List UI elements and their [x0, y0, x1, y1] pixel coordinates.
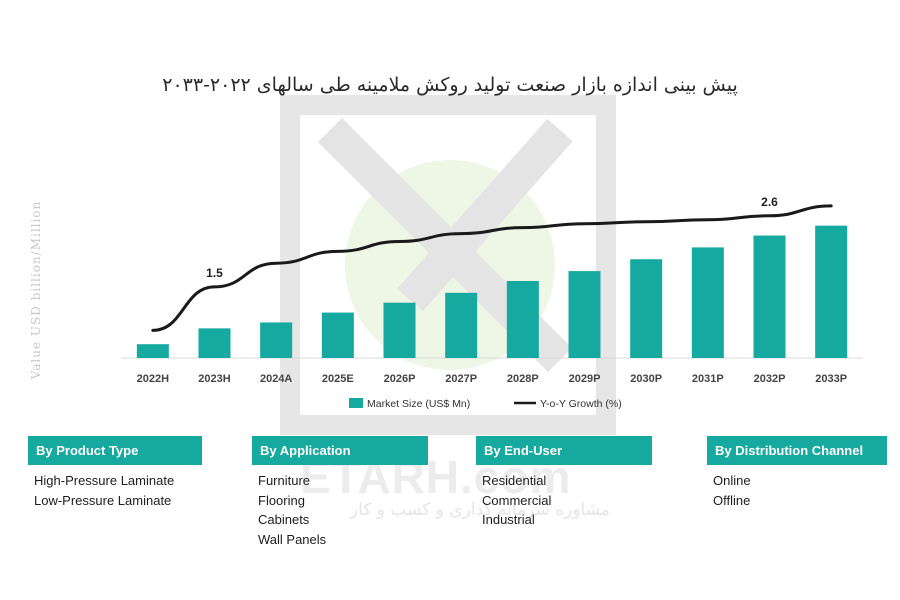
x-tick-label: 2031P	[692, 373, 724, 385]
x-tick-label: 2025E	[322, 373, 354, 385]
legend-label-bar: Market Size (US$ Mn)	[367, 398, 470, 410]
segment-item: Residential	[482, 473, 547, 488]
bar-2025E	[321, 312, 354, 358]
segment-item: Industrial	[482, 512, 535, 527]
bar-2028P	[506, 280, 539, 358]
x-tick-label: 2030P	[630, 373, 662, 385]
segment-header: By Distribution Channel	[707, 436, 887, 465]
segment-end-user: By End-User Residential Commercial Indus…	[476, 436, 652, 530]
bar-2022H	[136, 344, 169, 358]
x-tick-label: 2022H	[137, 373, 169, 385]
bar-2027P	[445, 292, 478, 358]
bar-2032P	[753, 235, 786, 358]
legend-swatch-bar	[349, 398, 363, 408]
segment-product-type: By Product Type High-Pressure Laminate L…	[28, 436, 202, 510]
bar-2033P	[815, 225, 848, 358]
x-tick-label: 2027P	[445, 373, 477, 385]
x-tick-label: 2023H	[198, 373, 230, 385]
legend-label-line: Y-o-Y Growth (%)	[540, 398, 622, 410]
growth-line	[151, 204, 833, 332]
data-label: 1.5	[206, 266, 223, 280]
bar-2029P	[568, 271, 601, 358]
segment-item: Online	[713, 473, 751, 488]
segment-item: Cabinets	[258, 512, 310, 527]
bar-2024A	[260, 322, 293, 358]
x-tick-label: 2024A	[260, 373, 292, 385]
x-tick-label: 2033P	[815, 373, 847, 385]
segment-item: Offline	[713, 492, 751, 508]
chart-title: پیش بینی اندازه بازار صنعت تولید روکش مل…	[162, 74, 738, 96]
segment-header: By Application	[252, 436, 428, 465]
segment-item: Wall Panels	[258, 531, 327, 547]
watermark-frame	[280, 95, 616, 435]
x-tick-label: 2028P	[507, 373, 539, 385]
segment-header: By End-User	[476, 436, 652, 465]
legend: Market Size (US$ Mn) Y-o-Y Growth (%)	[349, 398, 622, 410]
x-tick-label: 2026P	[384, 373, 416, 385]
segment-item: High-Pressure Laminate	[34, 473, 175, 488]
watermark-tagline: مشاوره سرمایه گذاری و کسب و کار	[349, 500, 610, 520]
bar-2031P	[691, 247, 724, 358]
x-tick-label: 2032P	[754, 373, 786, 385]
segment-item: Low-Pressure Laminate	[34, 492, 172, 508]
segment-item: Furniture	[258, 473, 311, 488]
segment-header: By Product Type	[28, 436, 202, 465]
segment-application: By Application Furniture Flooring Cabine…	[252, 436, 428, 549]
segment-item: Commercial	[482, 492, 552, 508]
bar-2023H	[198, 328, 231, 358]
bar-2026P	[383, 302, 416, 358]
bar-2030P	[630, 259, 663, 358]
segment-distribution-channel: By Distribution Channel Online Offline	[707, 436, 887, 510]
x-tick-label: 2029P	[569, 373, 601, 385]
segment-item: Flooring	[258, 492, 305, 508]
data-label: 2.6	[761, 195, 778, 209]
